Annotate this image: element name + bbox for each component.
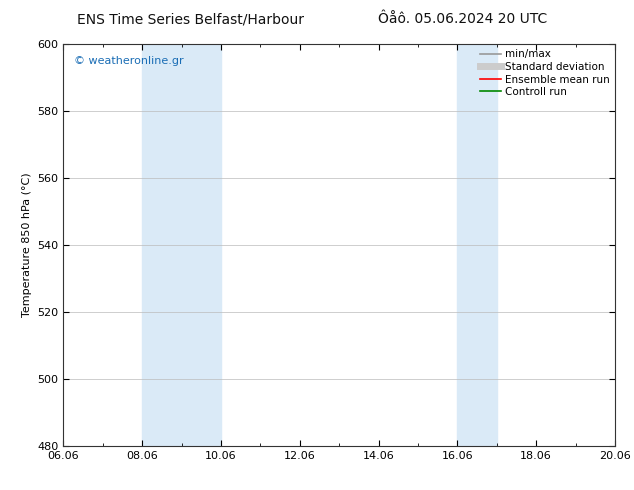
Text: © weatheronline.gr: © weatheronline.gr <box>74 56 184 66</box>
Legend: min/max, Standard deviation, Ensemble mean run, Controll run: min/max, Standard deviation, Ensemble me… <box>478 47 612 99</box>
Text: Ôåô. 05.06.2024 20 UTC: Ôåô. 05.06.2024 20 UTC <box>378 12 547 26</box>
Bar <box>142 44 221 446</box>
Bar <box>457 44 497 446</box>
Text: ENS Time Series Belfast/Harbour: ENS Time Series Belfast/Harbour <box>77 12 304 26</box>
Y-axis label: Temperature 850 hPa (°C): Temperature 850 hPa (°C) <box>22 172 32 318</box>
